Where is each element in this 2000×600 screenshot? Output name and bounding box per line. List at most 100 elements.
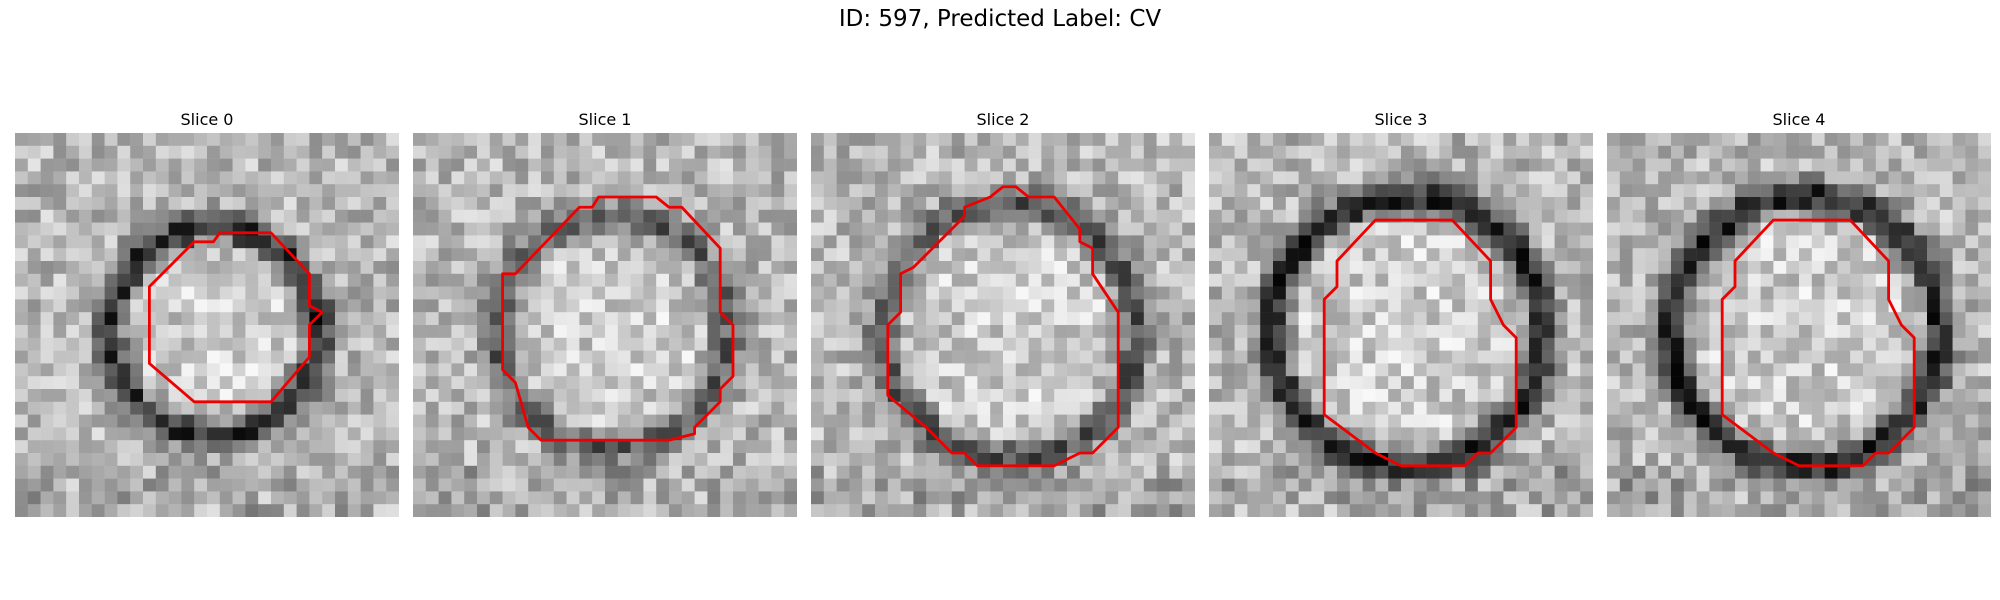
pixel <box>1003 350 1017 364</box>
pixel <box>515 504 529 517</box>
pixel <box>1837 350 1851 364</box>
pixel <box>477 133 491 147</box>
pixel <box>477 158 491 172</box>
pixel <box>1285 248 1299 262</box>
pixel <box>900 209 914 223</box>
pixel <box>1003 453 1017 467</box>
pixel <box>1914 261 1928 275</box>
pixel <box>451 286 465 300</box>
pixel <box>1426 273 1440 287</box>
pixel <box>887 299 901 313</box>
pixel <box>1735 222 1749 236</box>
pixel <box>1837 184 1851 198</box>
pixel <box>605 504 619 517</box>
pixel <box>271 171 285 185</box>
pixel <box>1015 337 1029 351</box>
pixel <box>1658 133 1672 147</box>
pixel <box>745 350 759 364</box>
pixel <box>1067 261 1081 275</box>
pixel <box>438 261 452 275</box>
pixel <box>451 299 465 313</box>
pixel <box>1516 222 1530 236</box>
pixel <box>1209 478 1223 492</box>
pixel <box>502 414 516 428</box>
pixel <box>1735 453 1749 467</box>
pixel <box>823 261 837 275</box>
pixel <box>1490 273 1504 287</box>
pixel <box>733 401 747 415</box>
pixel <box>502 145 516 159</box>
pixel <box>823 158 837 172</box>
pixel <box>1285 312 1299 326</box>
pixel <box>862 465 876 479</box>
pixel <box>155 158 169 172</box>
pixel <box>1054 171 1068 185</box>
segmentation-contour <box>147 231 324 404</box>
pixel <box>951 491 965 505</box>
pixel <box>1298 184 1312 198</box>
pixel <box>1516 337 1530 351</box>
pixel <box>1837 504 1851 517</box>
pixel <box>155 491 169 505</box>
pixel <box>1580 465 1593 479</box>
pixel <box>104 491 118 505</box>
pixel <box>1426 453 1440 467</box>
pixel <box>1221 261 1235 275</box>
pixel <box>1863 248 1877 262</box>
pixel <box>1439 184 1453 198</box>
pixel <box>1850 145 1864 159</box>
pixel <box>1696 363 1710 377</box>
pixel <box>964 376 978 390</box>
pixel <box>849 209 863 223</box>
pixel <box>771 414 785 428</box>
pixel <box>258 312 272 326</box>
pixel <box>1311 491 1325 505</box>
pixel <box>66 158 80 172</box>
pixel <box>477 453 491 467</box>
pixel <box>1773 299 1787 313</box>
pixel <box>553 478 567 492</box>
pixel <box>1273 209 1287 223</box>
pixel <box>438 133 452 147</box>
pixel <box>464 273 478 287</box>
pixel <box>1324 312 1338 326</box>
pixel <box>502 453 516 467</box>
pixel <box>939 325 953 339</box>
pixel <box>681 363 695 377</box>
pixel <box>1619 248 1633 262</box>
pixel <box>309 414 323 428</box>
pixel <box>951 171 965 185</box>
pixel <box>875 427 889 441</box>
pixel <box>1850 376 1864 390</box>
pixel <box>1952 184 1966 198</box>
pixel <box>758 261 772 275</box>
pixel <box>1426 337 1440 351</box>
pixel <box>643 504 657 517</box>
pixel <box>1490 453 1504 467</box>
pixel <box>977 261 991 275</box>
pixel <box>707 184 721 198</box>
pixel <box>104 337 118 351</box>
pixel <box>347 209 361 223</box>
pixel <box>1388 401 1402 415</box>
pixel <box>977 350 991 364</box>
pixel <box>1349 184 1363 198</box>
pixel <box>1477 235 1491 249</box>
pixel <box>1465 209 1479 223</box>
pixel <box>784 299 797 313</box>
pixel <box>1516 171 1530 185</box>
pixel <box>1722 350 1736 364</box>
pixel <box>1003 261 1017 275</box>
pixel <box>733 389 747 403</box>
pixel <box>579 184 593 198</box>
pixel <box>1015 465 1029 479</box>
pixel <box>66 145 80 159</box>
pixel <box>1285 427 1299 441</box>
pixel <box>1760 261 1774 275</box>
pixel <box>1015 286 1029 300</box>
pixel <box>232 171 246 185</box>
pixel <box>1182 299 1195 313</box>
pixel <box>1709 158 1723 172</box>
pixel <box>232 337 246 351</box>
pixel <box>1927 209 1941 223</box>
